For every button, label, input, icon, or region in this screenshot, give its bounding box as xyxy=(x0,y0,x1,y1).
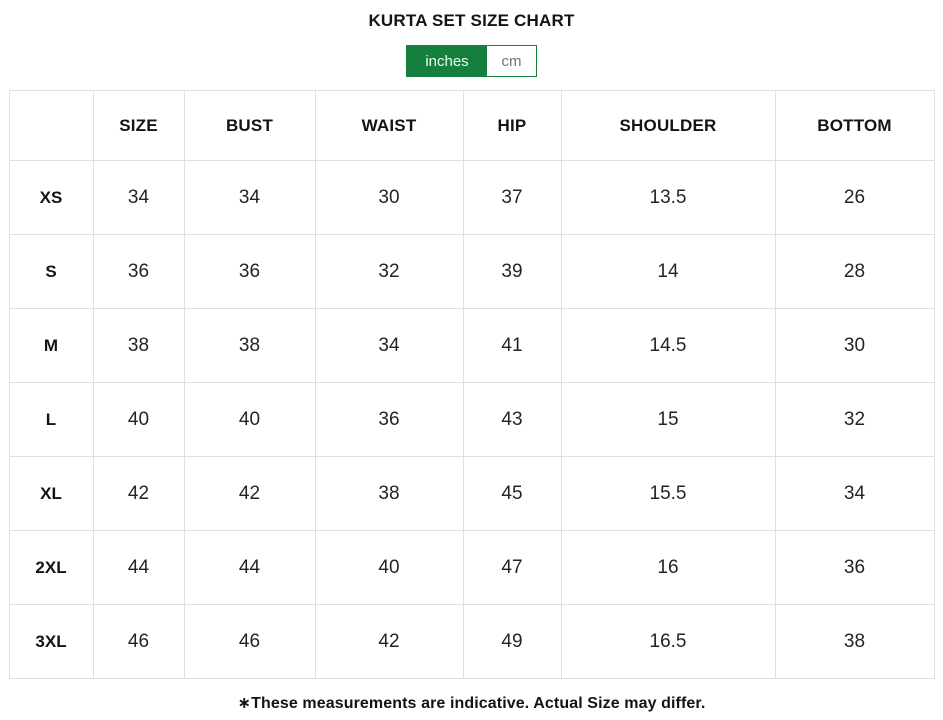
cell-m-size: 38 xyxy=(92,308,185,383)
row-label-s: S xyxy=(8,234,94,309)
cell-m-waist: 34 xyxy=(314,308,464,383)
table-header-row: SIZE BUST WAIST HIP SHOULDER BOTTOM xyxy=(8,90,935,161)
row-label-xl: XL xyxy=(8,456,94,531)
cell-s-waist: 32 xyxy=(314,234,464,309)
cell-2xl-hip: 47 xyxy=(462,530,562,605)
cell-2xl-size: 44 xyxy=(92,530,185,605)
column-header-bust: BUST xyxy=(183,90,316,161)
row-label-m: M xyxy=(8,308,94,383)
table-row-xs: XS 34 34 30 37 13.5 26 xyxy=(8,160,935,235)
cell-l-size: 40 xyxy=(92,382,185,457)
row-label-2xl: 2XL xyxy=(8,530,94,605)
cell-m-shoulder: 14.5 xyxy=(560,308,776,383)
cell-xs-bottom: 26 xyxy=(774,160,935,235)
table-row-m: M 38 38 34 41 14.5 30 xyxy=(8,308,935,383)
cell-2xl-bottom: 36 xyxy=(774,530,935,605)
cell-xs-shoulder: 13.5 xyxy=(560,160,776,235)
cell-l-bust: 40 xyxy=(183,382,316,457)
cell-xl-shoulder: 15.5 xyxy=(560,456,776,531)
cell-2xl-waist: 40 xyxy=(314,530,464,605)
column-header-hip: HIP xyxy=(462,90,562,161)
table-row-l: L 40 40 36 43 15 32 xyxy=(8,382,935,457)
row-label-l: L xyxy=(8,382,94,457)
cell-xl-bust: 42 xyxy=(183,456,316,531)
cell-xl-waist: 38 xyxy=(314,456,464,531)
cell-m-hip: 41 xyxy=(462,308,562,383)
measurements-footnote: ∗These measurements are indicative. Actu… xyxy=(237,695,706,712)
column-header-waist: WAIST xyxy=(314,90,464,161)
column-header-shoulder: SHOULDER xyxy=(560,90,776,161)
table-row-s: S 36 36 32 39 14 28 xyxy=(8,234,935,309)
cell-2xl-bust: 44 xyxy=(183,530,316,605)
cell-s-size: 36 xyxy=(92,234,185,309)
cell-s-hip: 39 xyxy=(462,234,562,309)
cell-3xl-hip: 49 xyxy=(462,604,562,679)
cell-xs-waist: 30 xyxy=(314,160,464,235)
row-label-xs: XS xyxy=(8,160,94,235)
row-label-3xl: 3XL xyxy=(8,604,94,679)
corner-header-cell xyxy=(8,90,94,161)
unit-toggle-cm[interactable]: cm xyxy=(487,46,536,76)
cell-xs-hip: 37 xyxy=(462,160,562,235)
cell-3xl-bust: 46 xyxy=(183,604,316,679)
unit-toggle: inches cm xyxy=(406,45,537,77)
cell-xs-size: 34 xyxy=(92,160,185,235)
table-row-2xl: 2XL 44 44 40 47 16 36 xyxy=(8,530,935,605)
cell-3xl-shoulder: 16.5 xyxy=(560,604,776,679)
page-title: KURTA SET SIZE CHART xyxy=(368,11,575,30)
table-row-3xl: 3XL 46 46 42 49 16.5 38 xyxy=(8,604,935,679)
table-row-xl: XL 42 42 38 45 15.5 34 xyxy=(8,456,935,531)
cell-l-hip: 43 xyxy=(462,382,562,457)
cell-l-bottom: 32 xyxy=(774,382,935,457)
column-header-size: SIZE xyxy=(92,90,185,161)
cell-l-shoulder: 15 xyxy=(560,382,776,457)
cell-3xl-size: 46 xyxy=(92,604,185,679)
cell-3xl-bottom: 38 xyxy=(774,604,935,679)
cell-xl-bottom: 34 xyxy=(774,456,935,531)
cell-xs-bust: 34 xyxy=(183,160,316,235)
cell-xl-size: 42 xyxy=(92,456,185,531)
cell-s-bust: 36 xyxy=(183,234,316,309)
cell-l-waist: 36 xyxy=(314,382,464,457)
cell-xl-hip: 45 xyxy=(462,456,562,531)
cell-m-bottom: 30 xyxy=(774,308,935,383)
cell-2xl-shoulder: 16 xyxy=(560,530,776,605)
column-header-bottom: BOTTOM xyxy=(774,90,935,161)
unit-toggle-inches[interactable]: inches xyxy=(407,46,487,76)
cell-s-bottom: 28 xyxy=(774,234,935,309)
size-chart-table: SIZE BUST WAIST HIP SHOULDER BOTTOM XS 34 34 30 3… xyxy=(8,90,935,679)
cell-3xl-waist: 42 xyxy=(314,604,464,679)
cell-m-bust: 38 xyxy=(183,308,316,383)
cell-s-shoulder: 14 xyxy=(560,234,776,309)
